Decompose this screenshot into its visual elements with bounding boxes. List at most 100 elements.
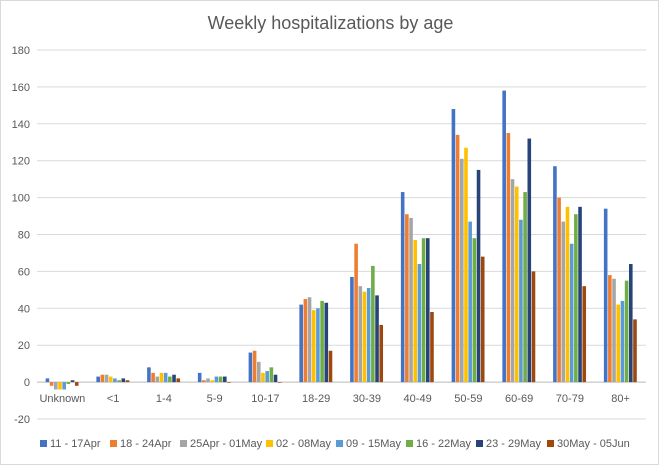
chart-title: Weekly hospitalizations by age <box>208 13 454 33</box>
bar <box>514 186 519 383</box>
legend-swatch <box>110 440 117 447</box>
bar <box>464 147 468 383</box>
bar <box>197 372 202 383</box>
legend-label: 23 - 29May <box>486 438 542 450</box>
bar <box>519 219 523 383</box>
bar <box>303 299 308 383</box>
bar <box>628 264 633 383</box>
legend-label: 30May - 05Jun <box>557 438 630 450</box>
bar <box>320 300 324 383</box>
legend-item: 09 - 15May <box>336 438 402 450</box>
legend-label: 16 - 22May <box>416 438 472 450</box>
legend-label: 11 - 17Apr <box>50 438 101 450</box>
legend-item: 16 - 22May <box>406 438 472 450</box>
gridlines <box>37 49 646 420</box>
bar <box>413 240 418 383</box>
y-tick-label: 160 <box>12 82 30 94</box>
bar <box>147 367 151 383</box>
bar <box>108 376 113 383</box>
bar <box>159 372 164 383</box>
category-label: 10-17 <box>251 393 279 405</box>
bar <box>155 376 160 383</box>
bar <box>277 382 282 383</box>
bar <box>316 308 320 383</box>
bar <box>480 256 485 383</box>
category-label: 70-79 <box>556 393 584 405</box>
y-tick-label: 80 <box>18 230 30 242</box>
legend-item: 25Apr - 01May <box>180 438 263 450</box>
legend-swatch <box>547 440 554 447</box>
bar <box>70 380 75 383</box>
legend-swatch <box>266 440 273 447</box>
bars <box>45 90 637 390</box>
y-tick-label: 140 <box>12 119 30 131</box>
y-tick-label: 20 <box>18 340 30 352</box>
category-label: Unknown <box>39 393 85 405</box>
bar <box>176 378 181 383</box>
bar <box>366 288 371 383</box>
bar <box>531 271 536 383</box>
bar <box>54 382 58 390</box>
bar <box>612 278 616 383</box>
bar <box>269 367 274 383</box>
legend-label: 02 - 08May <box>276 438 332 450</box>
bar <box>582 286 587 383</box>
legend-item: 11 - 17Apr <box>40 438 101 450</box>
y-tick-label: 120 <box>12 156 30 168</box>
bar <box>252 350 257 383</box>
bar <box>49 382 54 386</box>
legend: 11 - 17Apr 18 - 24Apr 25Apr - 01May 02 - 08… <box>40 438 630 450</box>
bar <box>379 324 384 383</box>
x-axis-categories: Unknown <1 1-4 5-9 10-17 18-29 30-39 40-49 50-59… <box>39 393 630 405</box>
bar <box>557 197 561 383</box>
bar <box>455 134 460 383</box>
bar <box>472 238 477 383</box>
category-label: 5-9 <box>207 393 223 405</box>
legend-swatch <box>40 440 47 447</box>
bar <box>375 295 379 383</box>
bar <box>163 372 168 383</box>
bar <box>421 238 426 383</box>
y-tick-label: 100 <box>12 193 30 205</box>
bar <box>45 378 50 383</box>
bar <box>66 382 71 384</box>
legend-item: 23 - 29May <box>476 438 542 450</box>
y-tick-label: 0 <box>24 377 30 389</box>
bar <box>311 310 316 383</box>
bar <box>324 302 329 383</box>
legend-swatch <box>476 440 483 447</box>
bar <box>405 214 409 383</box>
bar <box>561 221 566 383</box>
category-label: <1 <box>107 393 120 405</box>
y-tick-label: -20 <box>14 414 30 426</box>
legend-label: 25Apr - 01May <box>190 438 263 450</box>
bar <box>624 280 629 383</box>
bar <box>265 371 269 383</box>
category-label: 60-69 <box>505 393 533 405</box>
category-label: 80+ <box>611 393 630 405</box>
bar <box>510 179 515 383</box>
category-label: 50-59 <box>454 393 482 405</box>
y-tick-label: 60 <box>18 266 30 278</box>
bar <box>202 380 206 383</box>
bar <box>172 374 176 383</box>
bar <box>257 361 261 383</box>
legend-swatch <box>180 440 187 447</box>
bar <box>299 304 303 383</box>
bar <box>168 376 172 383</box>
bar <box>121 378 126 383</box>
bar <box>506 133 511 383</box>
y-tick-label: 180 <box>12 45 30 57</box>
bar <box>608 275 612 383</box>
bar <box>468 221 472 383</box>
bar <box>400 192 405 383</box>
bar <box>553 166 557 383</box>
bar <box>460 158 464 383</box>
bar <box>222 376 227 383</box>
bar <box>527 138 532 383</box>
bar <box>350 276 354 383</box>
bar <box>476 169 481 383</box>
bar <box>358 286 363 383</box>
